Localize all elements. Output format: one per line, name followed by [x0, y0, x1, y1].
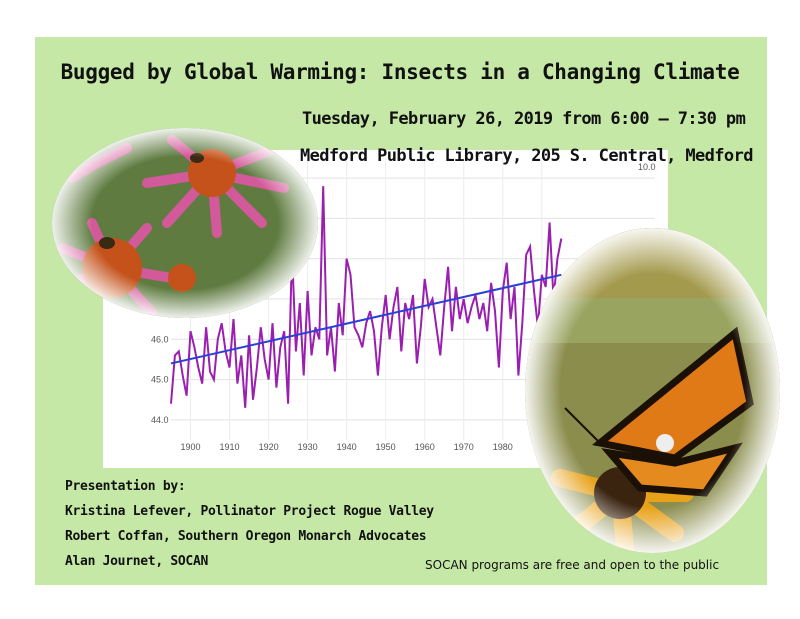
credits-heading: Presentation by: [65, 479, 186, 494]
x-tick-label: 1980 [493, 442, 513, 452]
credit-line: Robert Coffan, Southern Oregon Monarch A… [65, 529, 427, 544]
free-admission-note: SOCAN programs are free and open to the … [425, 558, 720, 572]
x-tick-label: 1970 [454, 442, 474, 452]
event-date: Tuesday, February 26, 2019 from 6:00 – 7… [302, 109, 746, 129]
credit-line: Kristina Lefever, Pollinator Project Rog… [65, 504, 434, 519]
x-tick-label: 1950 [376, 442, 396, 452]
temperature-series-line [170, 186, 563, 408]
poster-title: Bugged by Global Warming: Insects in a C… [60, 60, 740, 84]
x-tick-label: 1920 [259, 442, 279, 452]
x-tick-label: 1940 [337, 442, 357, 452]
presenter-credits: Presentation by: Kristina Lefever, Polli… [65, 478, 434, 578]
y-tick-label: 46.0 [151, 334, 169, 344]
credit-line: Alan Journet, SOCAN [65, 554, 209, 569]
trend-line [170, 273, 562, 365]
event-venue: Medford Public Library, 205 S. Central, … [300, 146, 753, 166]
x-tick-label: 1930 [298, 442, 318, 452]
y-tick-label: 10.0 [638, 162, 656, 172]
y-tick-label: 45.0 [151, 375, 169, 385]
x-tick-label: 1960 [415, 442, 435, 452]
x-tick-label: 1910 [220, 442, 240, 452]
x-tick-label: 1900 [181, 442, 201, 452]
coneflower-bee-photo [52, 128, 318, 318]
y-tick-label: 44.0 [151, 415, 169, 425]
monarch-butterfly-photo [525, 228, 780, 553]
